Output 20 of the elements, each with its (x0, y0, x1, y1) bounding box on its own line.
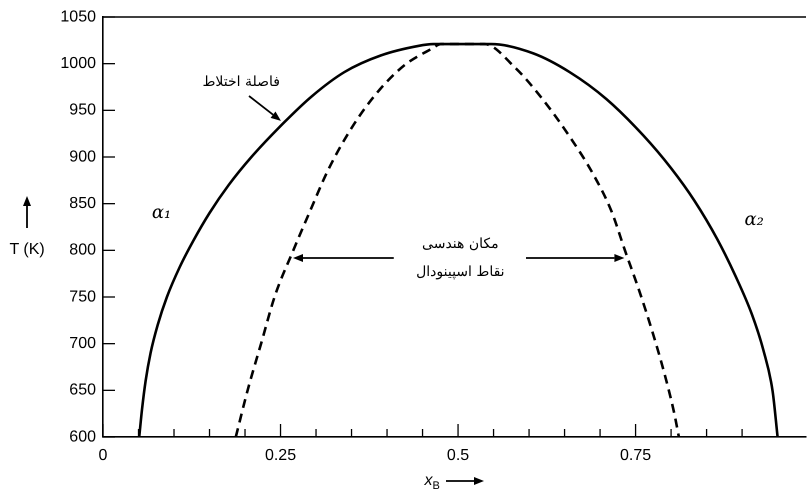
x-tick-label: 0.75 (620, 447, 652, 464)
annotation: فاصلة اختلاط (202, 73, 280, 92)
y-tick-label: 1050 (60, 8, 96, 26)
x-tick-label: 0.5 (446, 447, 470, 464)
y-tick-label: 900 (69, 148, 96, 166)
y-tick-label: 750 (69, 288, 96, 306)
x-tick-label: 0.25 (264, 447, 296, 464)
y-axis-title: T (K) (10, 240, 45, 260)
x-tick-label: 0 (98, 447, 108, 464)
y-tick-label: 600 (69, 428, 96, 446)
y-tick-label: 950 (69, 102, 96, 119)
annotation: مکان هندسی نقاط اسپینودال (416, 234, 505, 282)
y-tick-label: 1000 (60, 55, 96, 72)
annotation: α₁ (152, 202, 172, 224)
x-axis-title: x$_{B}$ (424, 470, 440, 494)
y-tick-label: 850 (69, 195, 96, 212)
y-tick-label: 700 (69, 335, 96, 352)
annotation: α₂ (744, 208, 764, 231)
y-tick-label: 800 (69, 242, 96, 259)
y-tick-label: 650 (69, 382, 96, 399)
